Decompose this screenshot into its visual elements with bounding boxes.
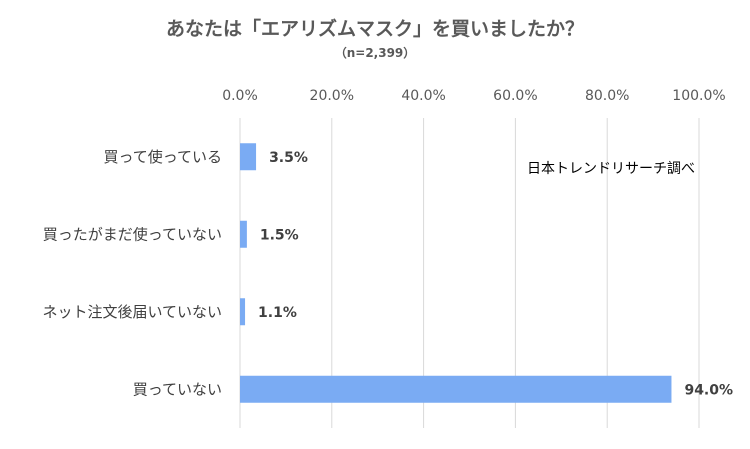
- bar: [240, 220, 247, 248]
- x-tick-label: 40.0%: [401, 88, 445, 104]
- data-label: 94.0%: [684, 382, 733, 398]
- chart-subtitle: （n=2,399）: [334, 46, 416, 60]
- category-label: 買っていない: [133, 380, 222, 398]
- bar: [240, 298, 246, 326]
- source-annotation: 日本トレンドリサーチ調べ: [527, 161, 695, 177]
- data-label: 3.5%: [269, 150, 308, 166]
- category-label: ネット注文後届いていない: [42, 303, 222, 321]
- x-tick-label: 20.0%: [310, 88, 354, 104]
- category-label: 買って使っている: [103, 148, 222, 166]
- x-tick-label: 100.0%: [672, 88, 725, 104]
- data-label: 1.5%: [260, 227, 299, 243]
- x-tick-label: 0.0%: [222, 88, 258, 104]
- bar: [240, 375, 672, 403]
- x-tick-label: 80.0%: [585, 88, 629, 104]
- data-label: 1.1%: [258, 305, 297, 321]
- bar: [240, 143, 257, 171]
- x-tick-label: 60.0%: [493, 88, 537, 104]
- chart-title: あなたは「エアリズムマスク」を買いましたか？: [165, 18, 584, 40]
- category-label: 買ったがまだ使っていない: [43, 225, 222, 243]
